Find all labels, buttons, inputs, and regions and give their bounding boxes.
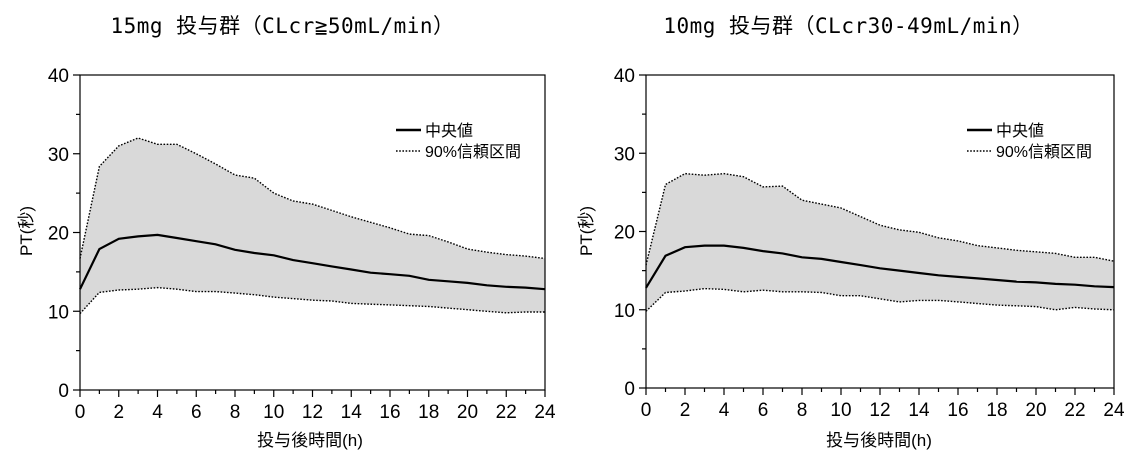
y-tick-label: 30 [48,145,69,166]
x-tick-label: 20 [457,402,478,423]
y-tick-label: 20 [48,224,69,245]
median-line [79,233,546,291]
x-tick-label: 22 [496,402,517,423]
x-axis-label: 投与後時間(h) [257,431,363,450]
ci-lower-line [79,286,545,315]
y-tick-label: 40 [48,66,69,87]
x-tick-label: 24 [1103,400,1125,421]
ci-upper-line [79,137,546,260]
chart-title: 15mg 投与群（CLcr≧50mL/min） [110,14,455,38]
x-tick-label: 2 [680,400,691,421]
x-tick-label: 16 [947,400,968,421]
x-tick-label: 14 [341,402,363,423]
chart-panel-10mg: 10mg 投与群（CLcr30-49mL/min） 0 2 4 6 8 10 12 14 16 1… [566,0,1131,452]
ci-band [80,138,545,314]
legend: 中央値 90%信頼区間 [967,122,1092,161]
x-tick-label: 6 [758,400,769,421]
x-tick-label: 18 [986,400,1007,421]
x-tick-label: 22 [1064,400,1085,421]
y-tick-label: 40 [614,66,635,87]
x-tick-label: 8 [797,400,808,421]
x-tick-label: 0 [75,402,86,423]
ci-band [646,173,1114,312]
y-tick-label: 10 [614,301,635,322]
legend-median-label: 中央値 [996,122,1044,140]
x-tick-label: 10 [263,402,284,423]
y-tick-label: 30 [614,144,635,165]
x-tick-label: 12 [869,400,890,421]
x-tick-label: 4 [152,402,163,423]
x-tick-label: 12 [302,402,323,423]
legend-ci-label: 90%信頼区間 [425,143,521,161]
legend-median-label: 中央値 [425,122,473,140]
x-tick-label: 6 [191,402,202,423]
x-tick-label: 4 [719,400,730,421]
x-tick-label: 20 [1025,400,1046,421]
x-tick-label: 0 [641,400,652,421]
y-tick-label: 0 [624,379,635,400]
x-axis-label: 投与後時間(h) [826,431,932,450]
y-tick-label: 20 [614,223,635,244]
median-line [645,244,1115,289]
x-tick-label: 24 [534,402,556,423]
legend: 中央値 90%信頼区間 [396,122,521,161]
legend-ci-label: 90%信頼区間 [996,143,1092,161]
y-tick-label: 10 [48,302,69,323]
x-tick-label: 16 [379,402,400,423]
x-tick-label: 14 [908,400,930,421]
y-axis-label: PT(秒) [17,206,36,256]
y-tick-label: 0 [58,381,69,402]
chart-title: 10mg 投与群（CLcr30-49mL/min） [663,14,1034,38]
ci-upper-line [645,172,1115,266]
x-tick-label: 2 [113,402,124,423]
x-tick-label: 10 [830,400,851,421]
x-tick-label: 8 [230,402,241,423]
chart-panel-15mg: 15mg 投与群（CLcr≧50mL/min） 0 2 4 6 8 10 12 14 16 18 2… [0,0,565,452]
x-tick-label: 18 [418,402,439,423]
y-axis-label: PT(秒) [577,206,596,256]
